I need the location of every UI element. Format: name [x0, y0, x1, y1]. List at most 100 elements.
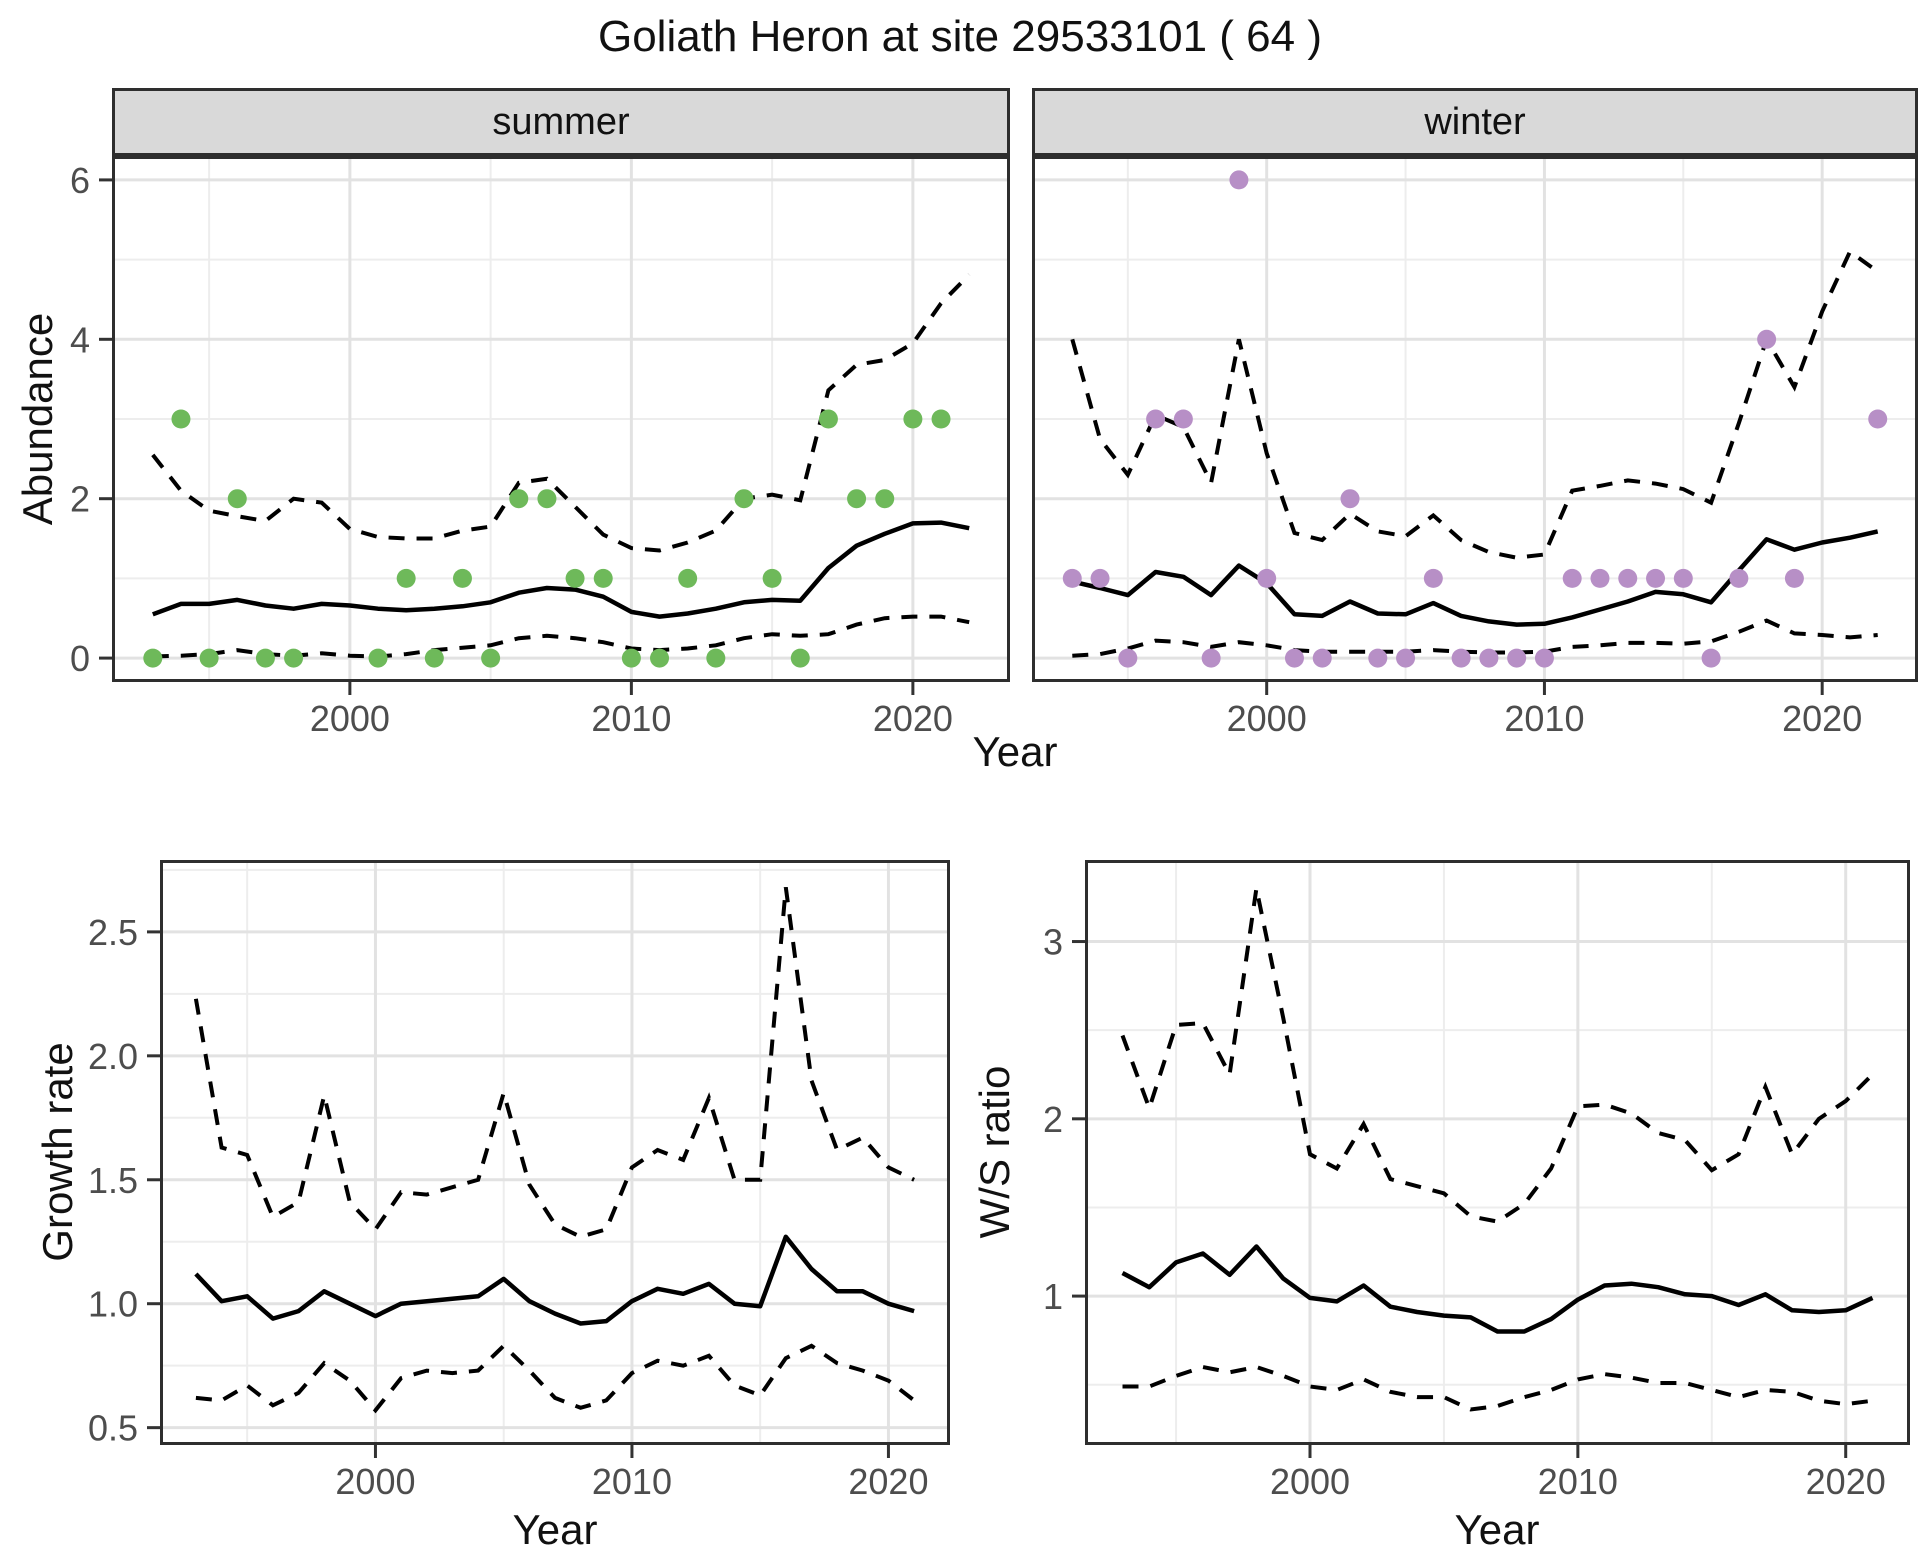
y-tick-label: 0 [70, 638, 90, 679]
gridlines-minor [160, 860, 950, 1445]
data-point [481, 648, 501, 668]
abundance-summer-panel: 2000 2010 2020 0 2 4 6 [70, 156, 1010, 739]
x-tick-label: 2020 [1782, 698, 1862, 739]
data-points [143, 409, 951, 668]
data-point [1201, 648, 1221, 668]
data-point [368, 648, 388, 668]
data-point [1729, 568, 1749, 588]
data-point [452, 568, 472, 588]
gridlines-minor [1085, 860, 1910, 1445]
data-point [1701, 648, 1721, 668]
x-tick-label: 2000 [335, 1461, 415, 1502]
panel-border [112, 156, 1010, 682]
ci-lower-line [1122, 1364, 1873, 1412]
data-point [1284, 648, 1304, 668]
data-point [143, 648, 163, 668]
y-tick-label: 2 [1043, 1099, 1063, 1140]
panel-background [160, 860, 950, 1445]
ci-lower-line [195, 1343, 916, 1414]
data-point [1229, 170, 1249, 190]
data-point [818, 409, 838, 429]
y-tick-label: 2.5 [88, 912, 138, 953]
data-point [1562, 568, 1582, 588]
gridlines-major [1032, 156, 1918, 682]
data-point [790, 648, 810, 668]
data-point [199, 648, 219, 668]
data-point [424, 648, 444, 668]
ci-upper-line [193, 887, 915, 1239]
y-axis-ticks: 1 2 3 [1043, 922, 1085, 1317]
data-point [1479, 648, 1499, 668]
data-points [1062, 170, 1888, 668]
y-tick-label: 4 [70, 319, 90, 360]
data-point [706, 648, 726, 668]
panel-border [1085, 860, 1910, 1445]
growth-rate-panel: 2000 2010 2020 0.5 1.0 1.5 2.0 2.5 [88, 860, 950, 1502]
ci-upper-line [151, 273, 971, 553]
y-tick-label: 1.0 [88, 1284, 138, 1325]
data-point [762, 568, 782, 588]
x-tick-label: 2010 [591, 698, 671, 739]
data-point [1757, 329, 1777, 349]
data-point [1784, 568, 1804, 588]
panel-border [160, 860, 950, 1445]
growth-rate-axis-title: Growth rate [34, 1042, 81, 1262]
median-line [1121, 1244, 1874, 1334]
data-point [1646, 568, 1666, 588]
data-point [650, 648, 670, 668]
data-point [509, 489, 529, 509]
x-tick-label: 2020 [873, 698, 953, 739]
data-point [931, 409, 951, 429]
facet-strip-winter-label: winter [1424, 100, 1526, 143]
data-point [1146, 409, 1166, 429]
median-line [194, 1234, 915, 1326]
data-point [1534, 648, 1554, 668]
gridlines-minor [112, 156, 1010, 682]
x-tick-label: 2000 [1270, 1461, 1350, 1502]
facet-strip-winter: winter [1032, 88, 1918, 156]
data-point [537, 489, 557, 509]
facet-strip-summer-label: summer [492, 100, 630, 143]
ws-ratio-axis-title: W/S ratio [971, 1065, 1018, 1239]
data-point [1396, 648, 1416, 668]
x-tick-label: 2010 [1504, 698, 1584, 739]
data-point [593, 568, 613, 588]
data-point [1423, 568, 1443, 588]
data-point [171, 409, 191, 429]
data-point [1368, 648, 1388, 668]
x-tick-label: 2020 [848, 1461, 928, 1502]
data-point [903, 409, 923, 429]
x-axis-ticks: 2000 2010 2020 [310, 682, 953, 739]
x-axis-ticks: 2000 2010 2020 [335, 1445, 928, 1502]
data-point [1257, 568, 1277, 588]
y-tick-label: 1 [1043, 1276, 1063, 1317]
data-point [255, 648, 275, 668]
data-point [227, 489, 247, 509]
facet-strip-summer: summer [112, 88, 1010, 156]
data-point [1618, 568, 1638, 588]
data-point [621, 648, 641, 668]
ci-lower-line [1072, 618, 1878, 658]
data-point [284, 648, 304, 668]
data-point [1451, 648, 1471, 668]
data-point [1090, 568, 1110, 588]
gridlines-major [160, 860, 950, 1445]
ci-upper-line [1120, 887, 1874, 1224]
x-tick-label: 2010 [1538, 1461, 1618, 1502]
y-axis-ticks: 0.5 1.0 1.5 2.0 2.5 [88, 912, 160, 1449]
data-point [1118, 648, 1138, 668]
data-point [1312, 648, 1332, 668]
data-point [678, 568, 698, 588]
data-point [1340, 489, 1360, 509]
ws-year-axis-title: Year [1454, 1506, 1540, 1553]
ci-lower-line [152, 614, 970, 659]
data-point [396, 568, 416, 588]
panel-background [1085, 860, 1910, 1445]
y-tick-label: 2.0 [88, 1036, 138, 1077]
x-tick-label: 2000 [1227, 698, 1307, 739]
y-axis-ticks: 0 2 4 6 [70, 160, 112, 679]
abundance-axis-title: Abundance [14, 312, 61, 526]
y-tick-label: 6 [70, 160, 90, 201]
ci-upper-line [1070, 248, 1879, 560]
